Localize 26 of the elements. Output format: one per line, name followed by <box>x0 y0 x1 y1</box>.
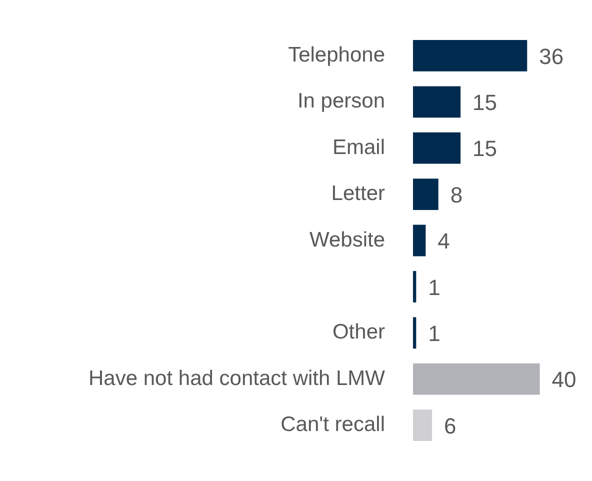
data-label: 1 <box>428 320 440 346</box>
data-label: 6 <box>444 413 456 438</box>
data-label: 15 <box>472 136 498 162</box>
y-tick-label: In person <box>297 90 385 113</box>
data-label: 8 <box>450 182 463 208</box>
bar <box>413 132 461 164</box>
data-label: 1 <box>428 274 440 300</box>
data-label: 4 <box>438 228 450 254</box>
y-tick-label: Website <box>310 228 385 252</box>
bar <box>413 270 416 302</box>
y-tick-label: Have not had contact with LMW <box>88 366 386 390</box>
data-label: 40 <box>552 367 576 392</box>
y-tick-label: Other <box>332 320 385 344</box>
bar <box>413 224 426 256</box>
y-tick-label: Letter <box>331 182 386 206</box>
y-tick-label: Telephone <box>288 43 385 66</box>
data-label: 15 <box>472 90 498 115</box>
bar <box>413 317 416 349</box>
bar <box>413 178 438 210</box>
y-tick-label: Email <box>332 136 385 159</box>
y-tick-label: Can't recall <box>280 413 385 436</box>
bar <box>413 40 528 72</box>
data-label: 36 <box>539 44 564 69</box>
bar <box>413 363 540 395</box>
bar <box>413 86 461 118</box>
bar <box>413 410 432 442</box>
